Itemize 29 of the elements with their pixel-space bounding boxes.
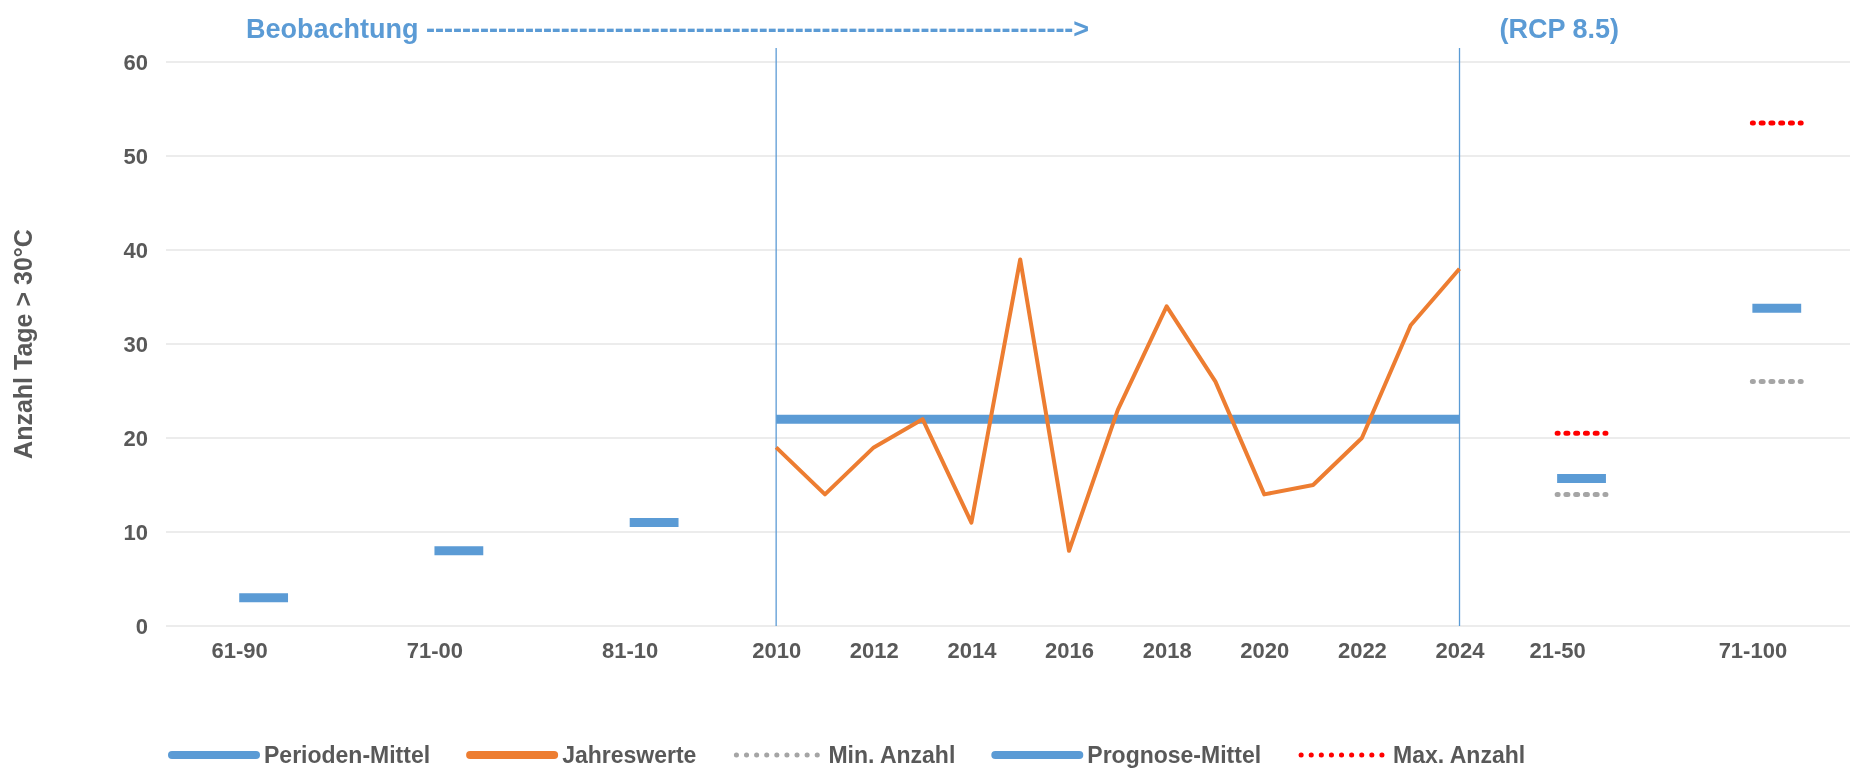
y-tick-label: 30	[123, 331, 148, 357]
x-tick-label: 2010	[752, 637, 802, 663]
line-series	[774, 257, 1462, 553]
text: (RCP 8.5)	[1499, 14, 1620, 44]
x-tick-label: 61-90	[211, 637, 268, 663]
y-tick-label: 60	[123, 49, 148, 75]
y-axis-title: Anzahl Tage > 30°C	[9, 229, 37, 459]
x-tick-label: 2024	[1435, 637, 1486, 663]
x-tick-label: 2016	[1045, 637, 1094, 663]
y-tick-label: 0	[135, 613, 148, 639]
y-tick-label: 40	[123, 237, 148, 263]
y-tick-label: 20	[123, 425, 148, 451]
y-tick-label: 50	[123, 143, 148, 169]
x-tick-label: 2022	[1337, 637, 1387, 663]
legend-label: Min. Anzahl	[828, 742, 956, 768]
text: Beobachtung ------------------------------------------------------------------------>	[246, 14, 1090, 44]
x-tick-label: 2012	[849, 637, 899, 663]
x-tick-label: 71-100	[1718, 637, 1788, 663]
legend-label: Perioden-Mittel	[264, 742, 431, 768]
x-tick-label: 21-50	[1529, 637, 1586, 663]
legend-label: Prognose-Mittel	[1087, 742, 1262, 768]
x-tick-label: 71-00	[406, 637, 464, 663]
x-tick-label: 2020	[1240, 637, 1290, 663]
y-tick-label: 10	[123, 519, 148, 545]
x-tick-label: 81-10	[602, 637, 659, 663]
x-tick-label: 2014	[947, 637, 998, 663]
x-tick-label: 2018	[1142, 637, 1192, 663]
legend-label: Jahreswerte	[562, 742, 697, 768]
legend-label: Max. Anzahl	[1393, 742, 1526, 768]
